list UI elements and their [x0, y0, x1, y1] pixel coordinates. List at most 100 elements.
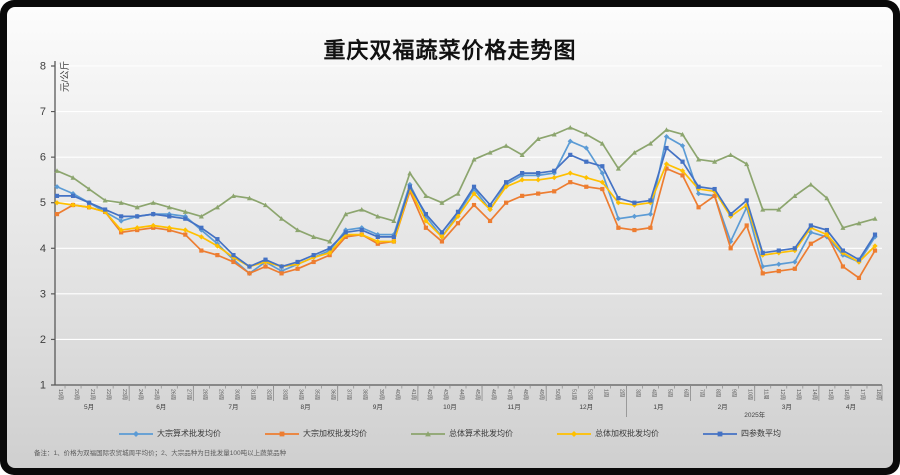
legend-item-3: 总体加权批发均价 [557, 428, 659, 439]
svg-text:1: 1 [40, 380, 46, 392]
legend-item-4: 四参数平均 [703, 428, 781, 439]
svg-text:3: 3 [40, 288, 46, 300]
svg-text:8: 8 [40, 61, 46, 73]
chart-title: 重庆双福蔬菜价格走势图 [323, 38, 577, 63]
y-axis-unit-label: 元/公斤 [60, 61, 71, 92]
svg-text:4周: 4周 [650, 389, 657, 397]
svg-text:15周: 15周 [827, 389, 834, 400]
svg-text:34周: 34周 [298, 389, 305, 400]
legend-label: 总体加权批发均价 [595, 429, 659, 438]
legend-marker-icon [703, 431, 737, 436]
svg-text:48周: 48周 [522, 389, 529, 400]
svg-text:24周: 24周 [137, 389, 144, 400]
gridlines [55, 65, 882, 340]
svg-text:42周: 42周 [426, 389, 433, 400]
svg-text:10月: 10月 [443, 403, 457, 411]
svg-text:8月: 8月 [301, 403, 311, 411]
svg-text:32周: 32周 [266, 389, 273, 400]
svg-text:43周: 43周 [442, 389, 449, 400]
svg-text:41周: 41周 [410, 389, 417, 400]
svg-text:35周: 35周 [314, 389, 321, 400]
svg-text:29周: 29周 [217, 389, 224, 400]
svg-text:5: 5 [40, 197, 46, 209]
legend-label: 大宗算术批发均价 [157, 429, 221, 438]
svg-text:6: 6 [40, 152, 46, 164]
legend-label: 四参数平均 [741, 429, 781, 438]
year-label: 2025年 [744, 410, 765, 419]
svg-text:27周: 27周 [185, 389, 192, 400]
svg-text:1周: 1周 [602, 389, 609, 397]
svg-text:45周: 45周 [474, 389, 481, 400]
svg-text:4: 4 [40, 243, 46, 255]
svg-text:14周: 14周 [811, 389, 818, 400]
svg-text:11周: 11周 [763, 389, 770, 400]
y-axis: 1 2 3 4 5 6 7 8 元/公斤 [40, 61, 71, 392]
svg-text:46周: 46周 [490, 389, 497, 400]
svg-text:22周: 22周 [105, 389, 112, 400]
svg-text:7: 7 [40, 106, 46, 118]
svg-text:4月: 4月 [846, 403, 856, 411]
series-line-4 [54, 145, 878, 269]
svg-text:39周: 39周 [378, 389, 385, 400]
svg-text:18周: 18周 [875, 389, 882, 400]
legend-marker-icon [557, 430, 591, 437]
svg-text:36周: 36周 [330, 389, 337, 400]
svg-text:3周: 3周 [634, 389, 641, 397]
chart-legend: 大宗算术批发均价 大宗加权批发均价 总体算术批发均价 总体加权批发均价 四参数平均 [7, 428, 893, 439]
svg-text:40周: 40周 [394, 389, 401, 400]
svg-text:2周: 2周 [618, 389, 625, 397]
svg-text:9月: 9月 [373, 403, 383, 411]
svg-text:26周: 26周 [169, 389, 176, 400]
legend-item-0: 大宗算术批发均价 [119, 428, 221, 439]
svg-text:1月: 1月 [653, 403, 663, 411]
svg-text:30周: 30周 [233, 389, 240, 400]
svg-text:52周: 52周 [586, 389, 593, 400]
svg-text:5月: 5月 [84, 403, 94, 411]
legend-marker-icon [265, 431, 299, 436]
legend-marker-icon [119, 430, 153, 437]
svg-text:47周: 47周 [506, 389, 513, 400]
legend-item-2: 总体算术批发均价 [411, 428, 513, 439]
svg-text:5周: 5周 [666, 389, 673, 397]
month-labels: 5月 6月 7月 8月 9月 10月 11月 12月 1月 2月 3月 4月 2025年 [84, 385, 883, 419]
svg-text:17周: 17周 [859, 389, 866, 400]
price-trend-plot: 1 2 3 4 5 6 7 8 元/公斤 19周 20周 21周 22周 23周 24周 25周 26周 27周 2… [40, 61, 883, 419]
svg-text:6周: 6周 [683, 389, 690, 397]
svg-text:33周: 33周 [282, 389, 289, 400]
svg-text:7月: 7月 [228, 403, 238, 411]
svg-text:49周: 49周 [538, 389, 545, 400]
svg-text:10周: 10周 [747, 389, 754, 400]
svg-text:23周: 23周 [121, 389, 128, 400]
svg-text:50周: 50周 [554, 389, 561, 400]
svg-text:3月: 3月 [782, 403, 792, 411]
svg-text:37周: 37周 [346, 389, 353, 400]
svg-text:8周: 8周 [715, 389, 722, 397]
svg-text:2月: 2月 [718, 403, 728, 411]
svg-text:44周: 44周 [458, 389, 465, 400]
svg-text:6月: 6月 [156, 403, 166, 411]
svg-text:12周: 12周 [779, 389, 786, 400]
series-line-2 [54, 125, 878, 244]
svg-text:16周: 16周 [843, 389, 850, 400]
svg-text:38周: 38周 [362, 389, 369, 400]
svg-text:19周: 19周 [57, 389, 64, 400]
legend-label: 大宗加权批发均价 [303, 429, 367, 438]
legend-marker-icon [411, 430, 445, 436]
svg-text:51周: 51周 [570, 389, 577, 400]
chart-canvas: 重庆双福蔬菜价格走势图 1 2 3 4 5 6 7 8 元/公斤 19周 20周 21周 22周 23周 2… [7, 7, 893, 468]
svg-text:12月: 12月 [579, 403, 593, 411]
x-axis [55, 384, 882, 389]
svg-text:20周: 20周 [73, 389, 80, 400]
svg-text:28周: 28周 [201, 389, 208, 400]
svg-text:9周: 9周 [731, 389, 738, 397]
svg-text:2: 2 [40, 334, 46, 346]
svg-text:13周: 13周 [795, 389, 802, 400]
legend-label: 总体算术批发均价 [449, 429, 513, 438]
week-labels: 19周 20周 21周 22周 23周 24周 25周 26周 27周 28周 29周 30周 31周 3… [57, 389, 882, 400]
legend-item-1: 大宗加权批发均价 [265, 428, 367, 439]
svg-text:11月: 11月 [507, 403, 520, 411]
footnote-text: 备注：1、价格为双福国际农贸城周平均价；2、大宗品种为日批发量100吨以上蔬菜品… [34, 450, 287, 457]
svg-text:31周: 31周 [249, 389, 256, 400]
svg-text:21周: 21周 [89, 389, 96, 400]
